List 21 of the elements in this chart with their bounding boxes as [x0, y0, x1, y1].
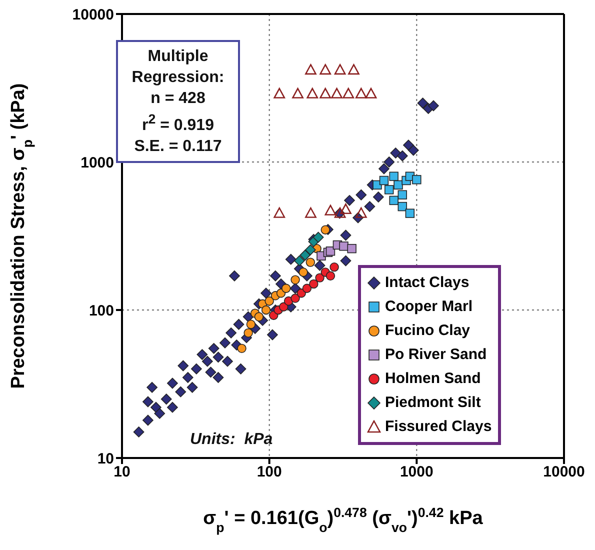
text: σ$_{p}$' = 0.161(G$_{o}$)$^{0.478}$ (σ$_{vo}$')$^{0.42}$ kPa: [203, 504, 483, 534]
annotation: n = 428: [150, 90, 206, 107]
legend-label: Holmen Sand: [385, 369, 481, 389]
legend-label: Fucino Clay: [385, 321, 470, 341]
legend-label: Fissured Clays: [385, 417, 492, 437]
legend-label: Piedmont Silt: [385, 393, 481, 413]
annotation: Multiple Regression:: [132, 48, 224, 86]
y-tick-label: 10: [97, 450, 114, 468]
y-tick-label: 1000: [80, 154, 114, 172]
x-tick-label: 100: [256, 464, 282, 481]
x-tick-label: 10000: [543, 464, 585, 481]
x-tick-label: 1000: [400, 464, 434, 481]
annotation: S.E. = 0.117: [134, 138, 222, 156]
annotation: Units: kPa: [190, 431, 273, 448]
annotation: r$^{2}$ = 0.919: [142, 112, 214, 134]
legend-label: Cooper Marl: [385, 297, 473, 317]
y-tick-label: 100: [88, 302, 114, 320]
x-tick-label: 10: [114, 464, 130, 481]
legend-label: Intact Clays: [385, 273, 470, 293]
y-tick-label: 10000: [72, 6, 114, 24]
legend-label: Po River Sand: [385, 345, 487, 365]
